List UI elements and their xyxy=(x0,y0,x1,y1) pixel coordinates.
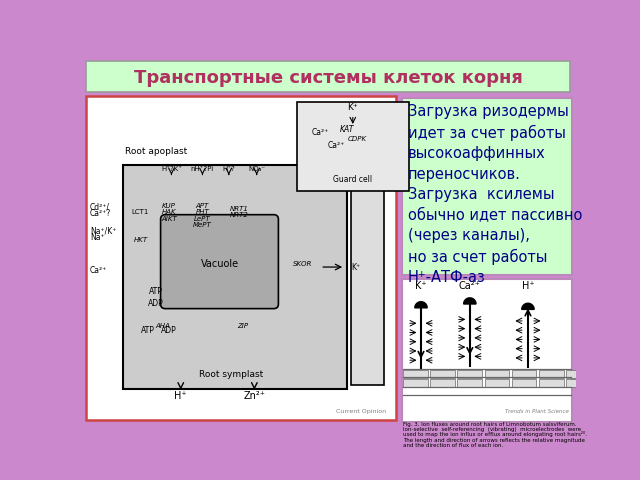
Text: Ca²⁺: Ca²⁺ xyxy=(90,266,108,275)
Text: K⁺: K⁺ xyxy=(348,103,358,112)
Text: Guard cell: Guard cell xyxy=(333,175,372,184)
Bar xyxy=(402,97,572,275)
Text: AHA: AHA xyxy=(156,323,170,328)
Text: LePT: LePT xyxy=(194,216,211,222)
Text: H⁺: H⁺ xyxy=(175,391,187,401)
Polygon shape xyxy=(463,298,476,304)
Text: Na⁺/K⁺: Na⁺/K⁺ xyxy=(90,226,116,235)
Text: NRT2: NRT2 xyxy=(229,212,248,218)
Bar xyxy=(484,370,509,378)
Text: CDPK: CDPK xyxy=(348,136,367,142)
Text: NRT1: NRT1 xyxy=(229,205,248,212)
Text: nH⁺?Pi: nH⁺?Pi xyxy=(191,166,214,172)
Bar xyxy=(458,380,482,387)
Text: H⁺?K⁺: H⁺?K⁺ xyxy=(161,166,182,172)
Text: K⁺: K⁺ xyxy=(415,281,427,290)
Text: ZIP: ZIP xyxy=(237,323,248,328)
Text: PHT: PHT xyxy=(196,209,209,216)
Text: Ca²⁺: Ca²⁺ xyxy=(312,128,329,137)
Text: Ca²⁺: Ca²⁺ xyxy=(327,142,344,150)
Bar xyxy=(539,370,564,378)
Text: H⁺: H⁺ xyxy=(522,281,534,290)
Text: Транспортные системы клеток корня: Транспортные системы клеток корня xyxy=(134,69,522,86)
Bar xyxy=(566,370,591,378)
Text: ADP: ADP xyxy=(161,326,177,335)
Polygon shape xyxy=(522,303,534,310)
Text: Vacuole: Vacuole xyxy=(200,259,239,269)
Text: H⁺?: H⁺? xyxy=(223,166,235,172)
Text: The length and direction of arrows reflects the relative magnitude: The length and direction of arrows refle… xyxy=(403,438,585,443)
Text: SKOR: SKOR xyxy=(292,261,312,267)
Bar xyxy=(511,370,536,378)
Text: AIKT: AIKT xyxy=(161,216,177,222)
Text: Xylem: Xylem xyxy=(355,166,381,175)
Text: KAT: KAT xyxy=(340,125,355,134)
Bar xyxy=(403,370,428,378)
Bar xyxy=(402,279,572,422)
Text: HAK: HAK xyxy=(162,209,177,216)
Text: Root apoplast: Root apoplast xyxy=(125,147,187,156)
Text: APT: APT xyxy=(196,203,209,209)
Text: Na⁺: Na⁺ xyxy=(90,233,105,242)
Text: KUP: KUP xyxy=(162,203,176,209)
Text: Ion-selective  self-referencing  (vibrating)  microelectrodes  were: Ion-selective self-referencing (vibratin… xyxy=(403,427,581,432)
Text: Cd²⁺/: Cd²⁺/ xyxy=(90,202,110,211)
Polygon shape xyxy=(415,302,428,308)
Bar xyxy=(566,380,591,387)
Text: Current Opinion: Current Opinion xyxy=(336,409,386,414)
Bar xyxy=(430,370,455,378)
Text: HKT: HKT xyxy=(133,237,147,243)
Text: K⁺: K⁺ xyxy=(351,263,360,272)
Bar xyxy=(86,96,396,420)
Bar xyxy=(430,380,455,387)
Text: Ca²⁺?: Ca²⁺? xyxy=(90,209,111,218)
Bar xyxy=(458,370,482,378)
Text: Zn²⁺: Zn²⁺ xyxy=(243,391,266,401)
Text: and the direction of flux of each ion.: and the direction of flux of each ion. xyxy=(403,443,504,448)
Bar xyxy=(539,380,564,387)
Bar xyxy=(403,380,428,387)
Text: Trends in Plant Science: Trends in Plant Science xyxy=(505,408,569,414)
Bar xyxy=(484,380,509,387)
Text: Ca²⁺: Ca²⁺ xyxy=(459,281,481,290)
Text: ADP: ADP xyxy=(148,299,164,308)
Text: ATP: ATP xyxy=(141,326,154,335)
Text: NO₃⁻: NO₃⁻ xyxy=(248,166,265,172)
Text: Загрузка ризодермы
идет за счет работы
высокоаффинных
переносчиков.
Загрузка  кс: Загрузка ризодермы идет за счет работы в… xyxy=(408,104,582,285)
Bar xyxy=(123,166,348,389)
Text: LCT1: LCT1 xyxy=(132,209,149,215)
Bar xyxy=(511,380,536,387)
FancyBboxPatch shape xyxy=(161,215,278,309)
Text: MePT: MePT xyxy=(193,222,212,228)
Bar xyxy=(351,162,384,385)
Bar xyxy=(86,61,570,92)
Text: Root symplast: Root symplast xyxy=(199,370,263,379)
Bar xyxy=(297,102,410,191)
Text: ATP: ATP xyxy=(149,287,163,296)
Text: used to map the ion influx or efflux around elongating root hairs²⁰.: used to map the ion influx or efflux aro… xyxy=(403,432,587,437)
Text: Fig. 3. Ion fluxes around root hairs of Limnobotum salsviferum.: Fig. 3. Ion fluxes around root hairs of … xyxy=(403,421,577,427)
